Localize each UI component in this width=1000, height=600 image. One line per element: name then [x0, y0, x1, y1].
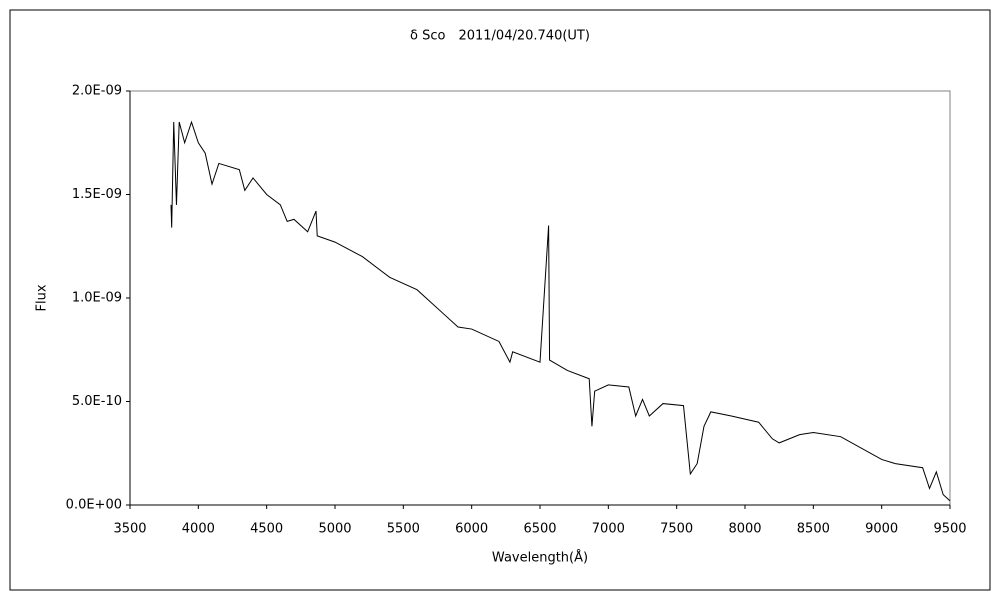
x-tick-label: 5000: [318, 522, 351, 537]
x-tick-label: 5500: [387, 522, 420, 537]
y-tick-label: 1.5E-09: [72, 187, 122, 202]
plot-area: [129, 90, 951, 506]
x-tick-label: 3500: [113, 522, 146, 537]
spectrum-line: [170, 120, 951, 502]
chart-title: δ Sco 2011/04/20.740(UT): [410, 29, 590, 44]
x-tick-label: 8000: [728, 522, 761, 537]
x-tick-label: 7500: [660, 522, 693, 537]
y-tick-label: 0.0E+00: [66, 498, 122, 513]
y-tick-label: 1.0E-09: [72, 291, 122, 306]
x-tick-label: 7000: [592, 522, 625, 537]
x-tick-label: 9000: [865, 522, 898, 537]
x-tick-label: 4500: [250, 522, 283, 537]
x-tick-label: 6500: [523, 522, 556, 537]
x-tick-label: 9500: [933, 522, 966, 537]
x-axis-label: Wavelength(Å): [492, 550, 588, 566]
y-tick-label: 2.0E-09: [72, 84, 122, 99]
x-tick-label: 8500: [797, 522, 830, 537]
x-tick-label: 6000: [455, 522, 488, 537]
y-tick-label: 5.0E-10: [72, 394, 122, 409]
x-tick-label: 4000: [182, 522, 215, 537]
y-axis-label: Flux: [35, 284, 50, 311]
